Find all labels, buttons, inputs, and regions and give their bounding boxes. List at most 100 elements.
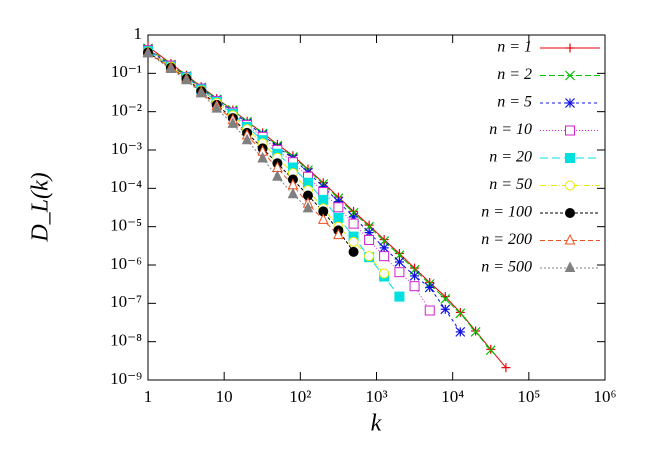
marker (424, 305, 435, 316)
marker-shape (211, 102, 223, 113)
marker (287, 187, 299, 199)
x-tick-label: 10 (216, 387, 233, 406)
marker (364, 251, 375, 262)
x-tick-label: 10³ (365, 387, 387, 406)
marker-stroke (424, 282, 435, 293)
marker (333, 228, 344, 240)
marker (348, 246, 359, 257)
marker-shape (142, 46, 154, 58)
x-axis-label: k (371, 411, 382, 437)
marker-shape (565, 125, 575, 136)
marker (272, 170, 283, 181)
marker (565, 70, 575, 81)
marker-shape (564, 233, 576, 245)
marker (379, 268, 390, 279)
marker-stroke (470, 326, 481, 337)
marker (333, 202, 344, 213)
marker (394, 257, 405, 267)
marker-shape (409, 281, 420, 292)
marker-shape (564, 261, 576, 272)
marker (302, 201, 314, 213)
marker (565, 208, 575, 218)
marker (333, 212, 344, 223)
marker (565, 180, 575, 191)
marker-shape (379, 251, 390, 262)
series-line (147, 48, 461, 333)
marker-shape (565, 180, 575, 191)
y-tick-label: 10⁻⁸ (110, 331, 142, 350)
marker-stroke (409, 270, 420, 281)
marker-shape (227, 117, 239, 128)
marker (165, 62, 177, 73)
marker-shape (287, 187, 299, 199)
marker (485, 345, 496, 356)
marker (409, 281, 420, 292)
marker (394, 248, 404, 258)
marker (318, 194, 329, 205)
marker-shape (348, 218, 359, 229)
marker (470, 326, 481, 337)
marker-shape (317, 213, 329, 224)
marker (409, 270, 420, 281)
x-tick-label: 10⁶ (594, 387, 617, 406)
marker-shape (565, 208, 575, 218)
marker-stroke (379, 242, 390, 253)
marker-shape (364, 251, 375, 262)
marker (364, 234, 375, 245)
marker (455, 326, 466, 337)
marker-stroke (394, 257, 405, 267)
legend-label: n = 100 (481, 204, 532, 221)
marker-stroke (440, 304, 451, 315)
legend-label: n = 10 (489, 121, 532, 138)
y-tick-label: 1 (134, 24, 143, 43)
marker-shape (394, 267, 405, 278)
marker-shape (364, 234, 375, 245)
x-tick-label: 10⁴ (441, 387, 464, 406)
marker-shape (565, 153, 575, 163)
marker (227, 117, 239, 128)
marker-shape (257, 151, 268, 163)
marker-shape (348, 246, 359, 257)
y-tick-label: 10⁻² (111, 101, 142, 120)
y-axis-label: D_L(k) (28, 172, 54, 242)
marker-stroke (565, 70, 575, 81)
legend-label: n = 1 (497, 39, 532, 56)
y-tick-label: 10⁻¹ (111, 62, 142, 81)
marker-shape (302, 201, 314, 213)
series-line (147, 53, 309, 209)
marker-shape (318, 194, 329, 205)
legend-label: n = 50 (489, 176, 532, 193)
marker (501, 363, 511, 373)
marker (471, 326, 481, 336)
y-tick-label: 10⁻⁵ (110, 216, 142, 235)
legend-label: n = 500 (481, 259, 532, 276)
marker (424, 282, 435, 293)
marker-shape (165, 62, 177, 73)
marker (348, 236, 359, 247)
legend-label: n = 20 (489, 149, 532, 166)
marker (195, 86, 207, 98)
marker (410, 263, 420, 273)
marker (565, 153, 575, 163)
marker (394, 291, 405, 302)
marker-shape (348, 236, 359, 247)
marker-shape (394, 291, 405, 302)
y-tick-label: 10⁻⁶ (110, 254, 142, 273)
marker-shape (181, 73, 192, 85)
marker (348, 218, 359, 229)
marker (565, 43, 575, 53)
marker (455, 308, 466, 319)
legend-label: n = 200 (481, 231, 532, 248)
legend-label: n = 2 (497, 66, 532, 83)
marker (440, 304, 451, 315)
series-line (147, 51, 385, 274)
marker (565, 125, 575, 136)
marker-stroke (485, 345, 496, 356)
marker (364, 220, 374, 230)
marker (348, 211, 359, 222)
marker-stroke (440, 294, 451, 304)
y-tick-label: 10⁻⁴ (110, 177, 142, 196)
marker (564, 233, 576, 245)
marker-shape (424, 305, 435, 316)
